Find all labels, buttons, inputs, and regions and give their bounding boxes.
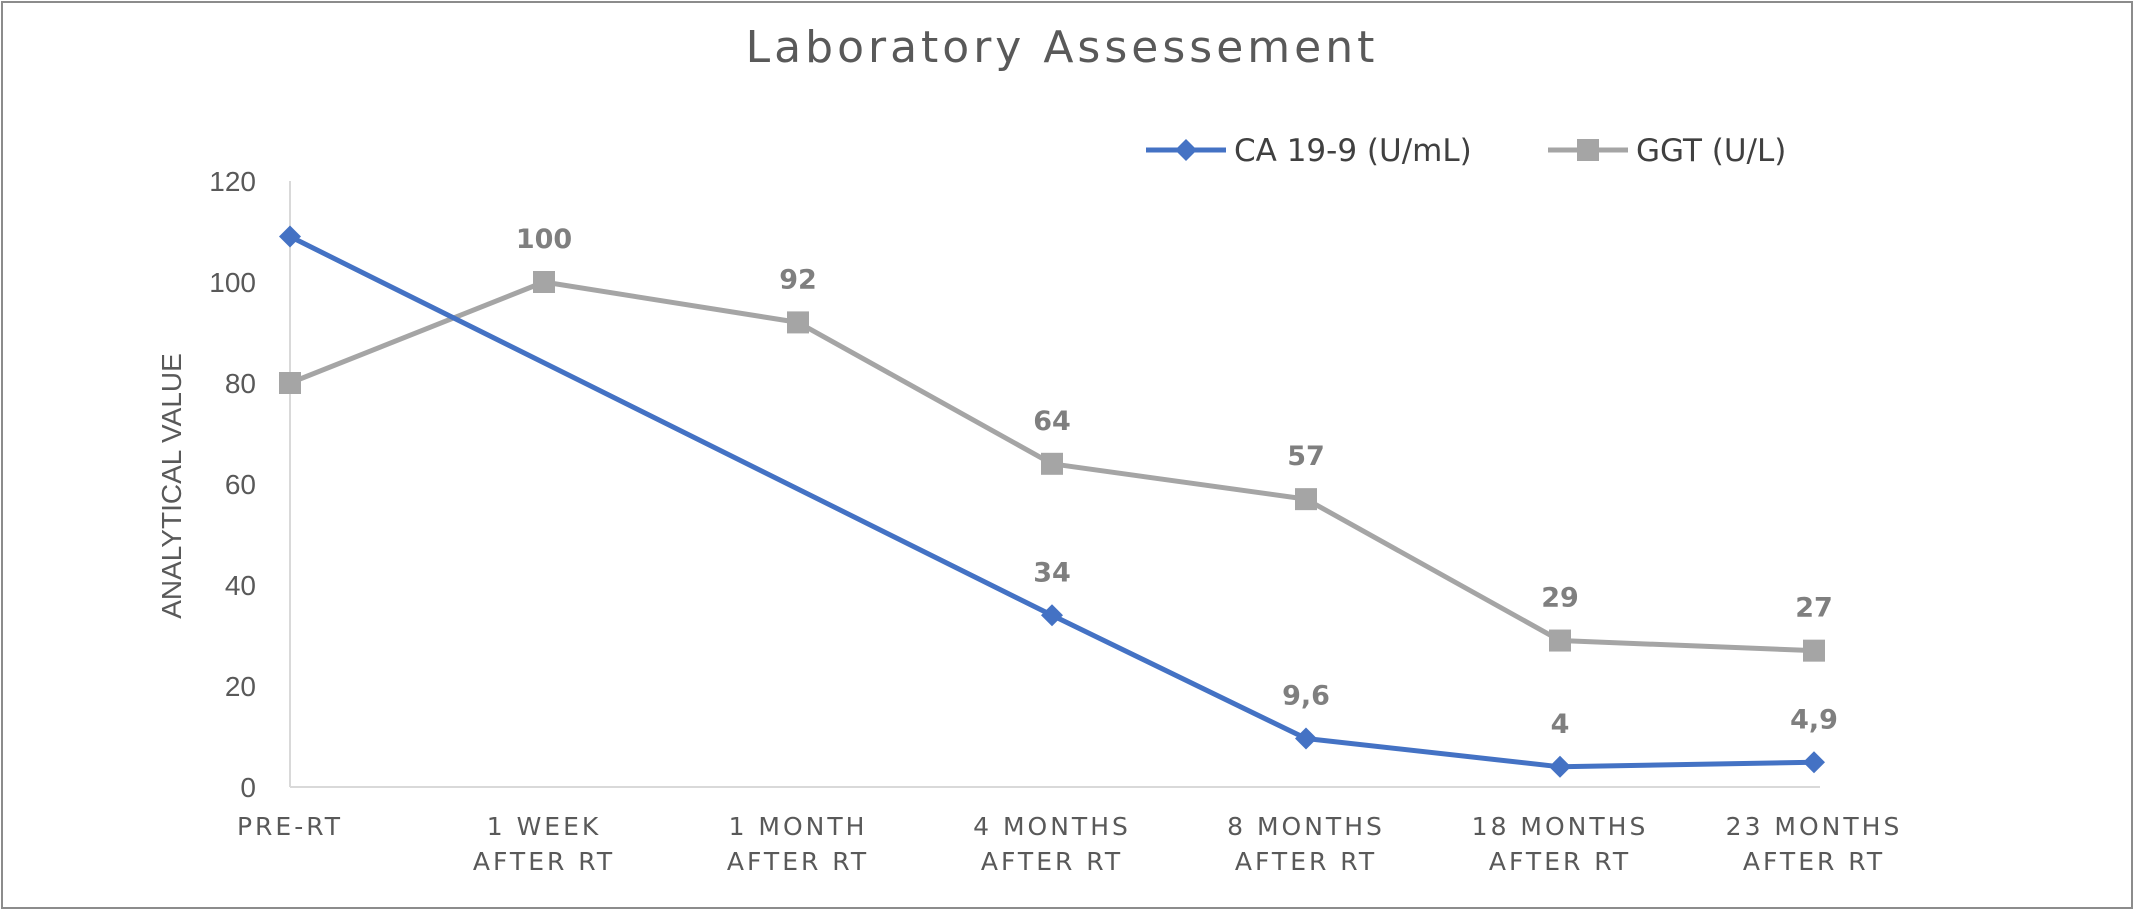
data-point-square bbox=[787, 311, 809, 334]
data-point-square bbox=[279, 372, 301, 394]
y-tick-label: 120 bbox=[209, 166, 256, 197]
x-tick-label: AFTER RT bbox=[1743, 847, 1885, 876]
data-label: 100 bbox=[516, 224, 572, 255]
data-label: 57 bbox=[1287, 441, 1325, 472]
data-point-square bbox=[1549, 629, 1571, 652]
legend: CA 19-9 (U/mL) GGT (U/L) bbox=[1146, 133, 1786, 169]
y-tick-label: 40 bbox=[225, 570, 256, 601]
legend-label: GGT (U/L) bbox=[1636, 133, 1786, 169]
data-label: 9,6 bbox=[1282, 681, 1330, 712]
data-label: 29 bbox=[1541, 583, 1579, 614]
y-tick-label: 80 bbox=[225, 368, 256, 399]
x-tick-label: AFTER RT bbox=[727, 847, 869, 876]
data-label: 92 bbox=[779, 264, 817, 295]
axes: 0 20 40 60 80 100 120 PRE-RT 1 WEEK AFTER RT 1 MON… bbox=[209, 166, 1903, 876]
data-point-square bbox=[1803, 639, 1825, 662]
data-label: 27 bbox=[1795, 593, 1833, 624]
data-label: 4,9 bbox=[1790, 704, 1838, 735]
x-tick-label: AFTER RT bbox=[981, 847, 1123, 876]
data-point-diamond bbox=[1549, 755, 1571, 778]
x-tick-label: 18 MONTHS bbox=[1472, 812, 1649, 841]
y-tick-label: 20 bbox=[225, 671, 256, 702]
x-tick-label: PRE-RT bbox=[237, 812, 343, 841]
x-tick-label: 1 WEEK bbox=[487, 812, 602, 841]
x-tick-label: 1 MONTH bbox=[729, 812, 868, 841]
data-labels: 100 92 64 57 29 27 34 9,6 4 4,9 bbox=[516, 224, 1838, 740]
data-point-diamond bbox=[1803, 751, 1825, 774]
y-tick-label: 60 bbox=[225, 469, 256, 500]
x-tick-label: AFTER RT bbox=[1489, 847, 1631, 876]
y-tick-label: 0 bbox=[240, 772, 256, 803]
legend-marker-diamond bbox=[1175, 139, 1197, 161]
x-tick-label: 4 MONTHS bbox=[973, 812, 1131, 841]
series-line-ca19-9 bbox=[288, 234, 1815, 770]
legend-label: CA 19-9 (U/mL) bbox=[1234, 133, 1472, 169]
data-point-diamond bbox=[1041, 604, 1063, 627]
data-point-diamond bbox=[279, 225, 301, 248]
y-tick-label: 100 bbox=[209, 267, 256, 298]
data-point-square bbox=[1295, 488, 1317, 511]
legend-marker-square bbox=[1577, 139, 1599, 161]
data-label: 34 bbox=[1033, 557, 1071, 588]
data-point-square bbox=[533, 271, 555, 293]
y-axis-label: ANALYTICAL VALUE bbox=[156, 353, 187, 619]
data-label: 4 bbox=[1551, 709, 1570, 740]
x-tick-label: AFTER RT bbox=[1235, 847, 1377, 876]
series-layer bbox=[279, 225, 1825, 778]
chart-title: Laboratory Assessement bbox=[746, 22, 1379, 73]
x-tick-label: 8 MONTHS bbox=[1227, 812, 1385, 841]
data-point-square bbox=[1041, 452, 1063, 475]
data-point-diamond bbox=[1295, 727, 1317, 750]
data-label: 64 bbox=[1033, 406, 1071, 437]
x-tick-label: 23 MONTHS bbox=[1726, 812, 1903, 841]
x-tick-label: AFTER RT bbox=[473, 847, 615, 876]
